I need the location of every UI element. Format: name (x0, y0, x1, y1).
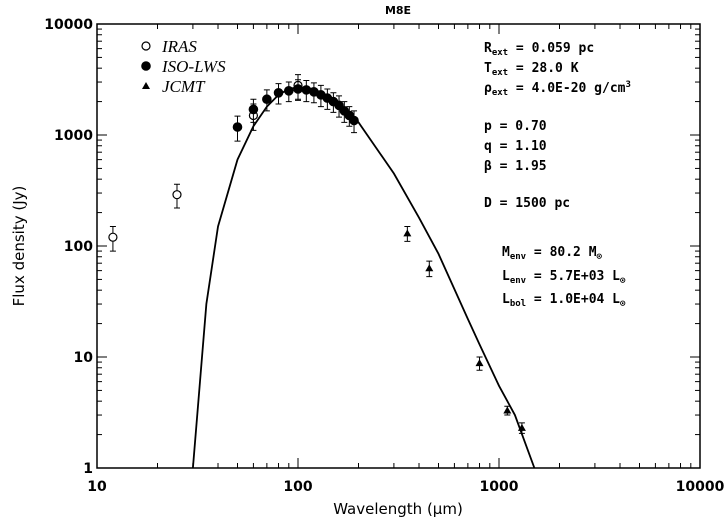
annotation-part: L (502, 292, 510, 307)
filled-circle-marker (284, 86, 294, 96)
annotation-part: q = 1.10 (484, 139, 547, 154)
y-axis-label: Flux density (Jy) (10, 186, 28, 307)
annotation-part: = 0.059 pc (508, 41, 594, 56)
triangle-marker (425, 264, 434, 272)
y-tick-label: 10 (74, 350, 94, 366)
filled-circle-marker (349, 115, 359, 126)
annotation-part: T (484, 61, 492, 76)
triangle-marker (475, 359, 484, 367)
triangle-marker (517, 423, 526, 431)
annotation-part: 3 (626, 80, 631, 90)
legend-label: IRAS (161, 37, 197, 56)
x-tick-label: 10000 (676, 479, 725, 495)
legend-label: JCMT (162, 77, 206, 96)
y-tick-label: 10000 (44, 17, 93, 33)
annotation-part: ρ (484, 81, 492, 96)
annotation: Lenv = 5.7E+03 L⊙ (502, 269, 626, 286)
annotation-part: ext (492, 88, 508, 98)
annotation-part: = 4.0E-20 g/cm (508, 81, 626, 96)
x-tick-label: 1000 (480, 479, 519, 495)
annotation-part: bol (510, 299, 526, 309)
triangle-marker (142, 82, 150, 89)
y-tick-label: 1000 (54, 128, 93, 144)
x-tick-label: 100 (283, 479, 312, 495)
filled-circle-marker (141, 61, 151, 71)
annotation: Rext = 0.059 pc (484, 41, 594, 58)
filled-circle-marker (248, 104, 259, 115)
filled-circle-marker (273, 87, 284, 98)
annotation: q = 1.10 (484, 139, 547, 154)
triangle-marker (403, 229, 412, 237)
annotation-part: env (510, 276, 527, 286)
x-axis-label: Wavelength (μm) (333, 500, 463, 518)
annotation-part: = 28.0 K (508, 61, 579, 76)
annotation-part: β = 1.95 (484, 159, 547, 174)
annotation-part: R (484, 41, 492, 56)
annotation: Text = 28.0 K (484, 61, 579, 78)
filled-circle-marker (232, 122, 243, 132)
annotation: β = 1.95 (484, 159, 547, 174)
annotation-part: p = 0.70 (484, 119, 547, 134)
annotation-part: = 5.7E+03 L (526, 269, 620, 284)
y-tick-label: 100 (64, 239, 93, 255)
filled-circle-marker (293, 84, 303, 94)
x-tick-label: 10 (87, 479, 107, 495)
annotation-part: ⊙ (620, 276, 626, 286)
triangle-marker (503, 406, 512, 414)
annotation-part: ⊙ (597, 252, 603, 262)
annotation: p = 0.70 (484, 119, 547, 134)
annotation-part: env (510, 252, 527, 262)
annotation-part: M (502, 245, 510, 260)
annotation-part: = 1.0E+04 L (526, 292, 620, 307)
open-circle-marker (172, 190, 182, 200)
y-tick-label: 1 (83, 461, 93, 477)
open-circle-marker (141, 41, 151, 51)
annotation-part: ext (492, 68, 508, 78)
annotation-part: D = 1500 pc (484, 196, 570, 211)
legend-label: ISO-LWS (161, 57, 226, 76)
chart-title: M8E (385, 4, 411, 17)
annotation: Menv = 80.2 M⊙ (502, 245, 603, 262)
annotation: Lbol = 1.0E+04 L⊙ (502, 292, 626, 309)
annotation: ρext = 4.0E-20 g/cm3 (484, 80, 631, 98)
annotation-part: ⊙ (620, 299, 626, 309)
annotation-part: L (502, 269, 510, 284)
annotation: D = 1500 pc (484, 196, 570, 211)
filled-circle-marker (262, 94, 272, 105)
open-circle-marker (108, 232, 118, 242)
annotation-part: = 80.2 M (526, 245, 597, 260)
annotation-part: ext (492, 48, 508, 58)
